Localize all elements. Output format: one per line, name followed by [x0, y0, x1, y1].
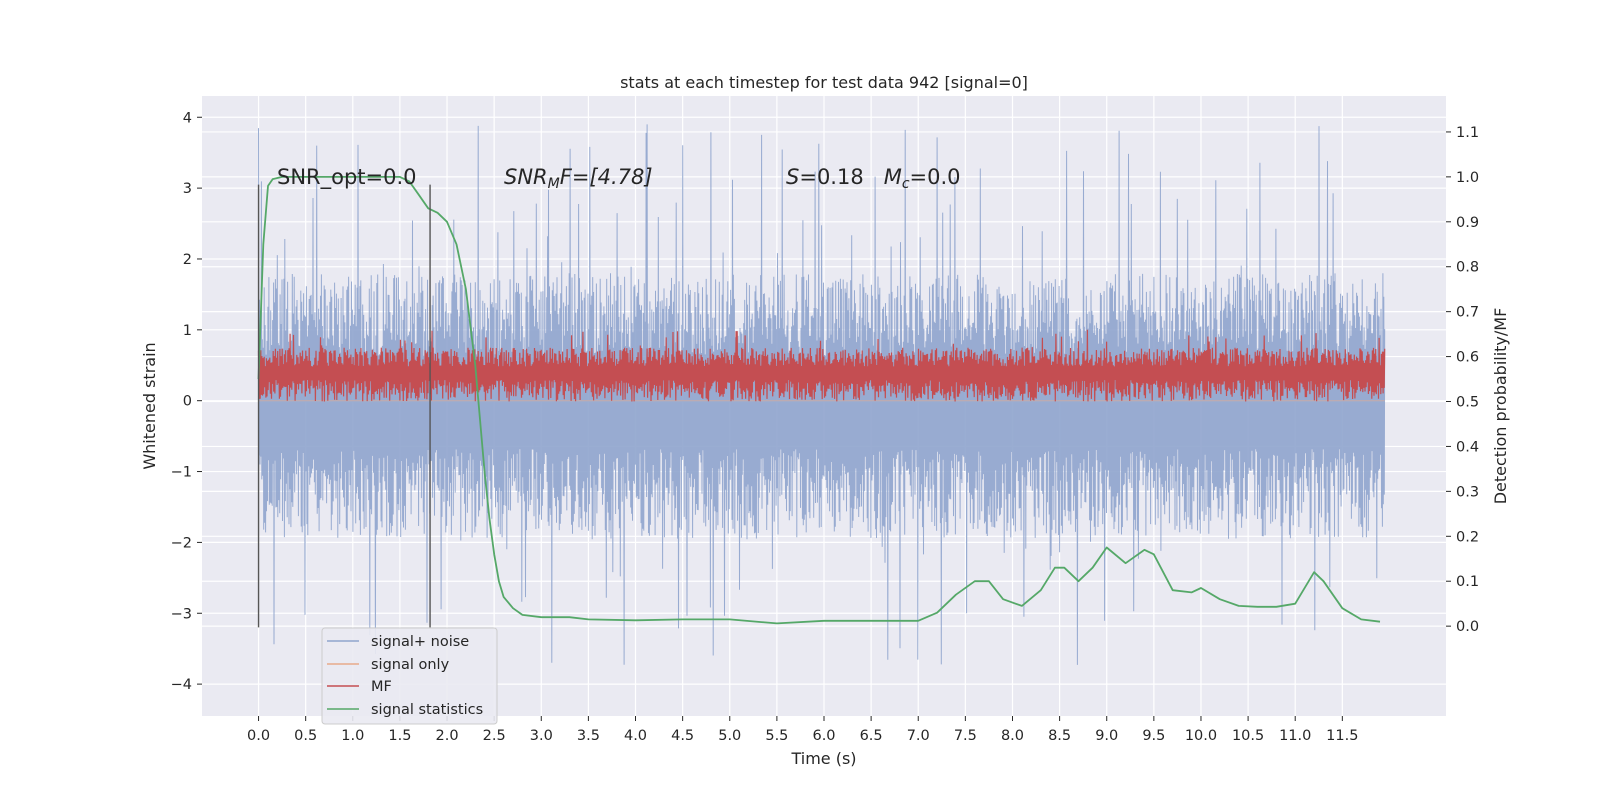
x-tick-label: 7.0: [907, 728, 930, 744]
x-tick-label: 3.5: [577, 728, 600, 744]
x-tick-label: 2.5: [483, 728, 506, 744]
vertical-markers: [257, 184, 431, 628]
x-tick-label: 1.5: [388, 728, 411, 744]
legend-label-mf: MF: [371, 679, 392, 695]
x-tick-label: 4.5: [671, 728, 694, 744]
annotation-snr-mf-main: SNR: [504, 165, 548, 189]
annotation-snr-mf: SNRMF=[4.78]: [504, 165, 653, 192]
x-tick-label: 11.5: [1326, 728, 1358, 744]
y-tick-label-right: 0.2: [1456, 529, 1479, 545]
x-tick-label: 2.0: [435, 728, 458, 744]
x-tick-label: 1.0: [341, 728, 364, 744]
y-axis-label-left: Whitened strain: [140, 342, 159, 469]
y-tick-label-left: 3: [183, 181, 192, 197]
annotation-s-value: =0.18: [799, 165, 863, 189]
series-signal-noise: [258, 124, 1386, 665]
y-tick-label-right: 0.3: [1456, 484, 1479, 500]
y-axis-label-right: Detection probability/MF: [1491, 308, 1510, 505]
y-tick-label-right: 1.1: [1456, 125, 1479, 141]
y-tick-label-left: 4: [183, 110, 192, 126]
y-tick-label-right: 0.9: [1456, 215, 1479, 231]
y-tick-label-right: 0.4: [1456, 439, 1479, 455]
x-axis-label: Time (s): [790, 749, 856, 768]
x-tick-label: 0.5: [294, 728, 317, 744]
y-tick-label-right: 0.0: [1456, 619, 1479, 635]
x-tick-label: 6.5: [860, 728, 883, 744]
annotation-s-label: S: [786, 165, 799, 189]
series-mf: [257, 329, 1386, 402]
x-tick-label: 8.5: [1048, 728, 1071, 744]
chart-title: stats at each timestep for test data 942…: [620, 73, 1028, 92]
y-tick-label-right: 0.7: [1456, 305, 1479, 321]
tick-labels: 0.0 0.5 1.0 1.5 2.0 2.5 3.0 3.5 4.0 4.5 5.0 5.5 6.0 6…: [171, 110, 1479, 744]
y-tick-label-left: −3: [171, 606, 192, 622]
x-tick-label: 9.5: [1142, 728, 1165, 744]
y-tick-label-right: 0.1: [1456, 574, 1479, 590]
x-tick-label: 9.0: [1095, 728, 1118, 744]
x-tick-label: 5.5: [765, 728, 788, 744]
x-tick-label: 5.0: [718, 728, 741, 744]
annotation-s-mc: S=0.18 Mc=0.0: [786, 165, 961, 192]
y-tick-label-right: 0.5: [1456, 395, 1479, 411]
y-tick-label-left: 1: [183, 323, 192, 339]
y-tick-label-right: 0.6: [1456, 350, 1479, 366]
y-tick-label-left: −4: [171, 677, 192, 693]
y-tick-label-left: −2: [171, 535, 192, 551]
x-tick-label: 6.0: [812, 728, 835, 744]
x-tick-label: 11.0: [1279, 728, 1311, 744]
annotation-mc-sub: c: [902, 176, 910, 192]
x-tick-label: 10.5: [1232, 728, 1264, 744]
x-tick-label: 4.0: [624, 728, 647, 744]
x-tick-label: 7.5: [954, 728, 977, 744]
x-tick-label: 0.0: [247, 728, 270, 744]
annotation-snr-opt: SNR_opt=0.0: [277, 165, 417, 190]
x-tick-label: 10.0: [1185, 728, 1217, 744]
legend-box: [321, 627, 498, 725]
legend: signal+ noise signal only MF signal stat…: [321, 627, 498, 725]
annotation-mc-label: M: [884, 165, 902, 189]
legend-label-signal-statistics: signal statistics: [371, 702, 483, 718]
x-tick-label: 3.0: [530, 728, 553, 744]
legend-label-signal-noise: signal+ noise: [371, 634, 469, 650]
y-tick-label-right: 1.0: [1456, 170, 1479, 186]
legend-label-signal-only: signal only: [371, 657, 450, 673]
annotation-snr-mf-rest: F=[4.78]: [560, 165, 653, 189]
y-tick-label-right: 0.8: [1456, 260, 1479, 276]
y-tick-label-left: 0: [183, 394, 192, 410]
x-tick-label: 8.0: [1001, 728, 1024, 744]
y-tick-label-left: −1: [171, 465, 192, 481]
annotation-snr-mf-sub: M: [548, 176, 560, 192]
y-tick-label-left: 2: [183, 252, 192, 268]
annotation-mc-value: =0.0: [910, 165, 961, 189]
